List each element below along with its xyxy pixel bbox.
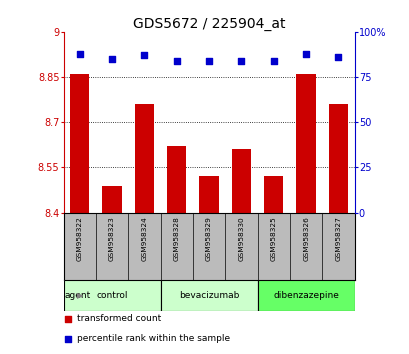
Text: GSM958324: GSM958324	[141, 216, 147, 261]
Text: GSM958330: GSM958330	[238, 216, 244, 261]
Point	[76, 51, 83, 56]
Point	[270, 58, 276, 64]
Bar	[63, 280, 160, 311]
Point	[173, 58, 180, 64]
Text: GSM958325: GSM958325	[270, 216, 276, 261]
Text: dibenzazepine: dibenzazepine	[272, 291, 338, 300]
Bar	[166, 146, 186, 213]
Text: percentile rank within the sample: percentile rank within the sample	[76, 335, 229, 343]
Bar	[70, 74, 89, 213]
Point	[335, 54, 341, 60]
Bar	[296, 74, 315, 213]
Text: GSM958322: GSM958322	[76, 216, 83, 261]
Bar	[263, 177, 283, 213]
Point	[65, 316, 71, 321]
Text: transformed count: transformed count	[76, 314, 160, 323]
Text: control: control	[96, 291, 128, 300]
Text: bevacizumab: bevacizumab	[178, 291, 239, 300]
Bar	[135, 104, 154, 213]
Bar	[231, 149, 251, 213]
Point	[205, 58, 212, 64]
Text: GSM958329: GSM958329	[206, 216, 211, 261]
Point	[108, 56, 115, 62]
Bar	[199, 177, 218, 213]
Text: agent: agent	[64, 291, 90, 300]
Text: GSM958328: GSM958328	[173, 216, 179, 261]
Point	[238, 58, 244, 64]
Text: ▶: ▶	[77, 291, 83, 300]
Point	[65, 336, 71, 342]
Point	[141, 52, 147, 58]
Bar	[102, 185, 121, 213]
Bar	[257, 280, 354, 311]
Title: GDS5672 / 225904_at: GDS5672 / 225904_at	[133, 17, 285, 31]
Bar	[160, 280, 257, 311]
Text: GSM958326: GSM958326	[302, 216, 308, 261]
Text: GSM958327: GSM958327	[335, 216, 341, 261]
Bar	[328, 104, 347, 213]
Text: GSM958323: GSM958323	[109, 216, 115, 261]
Point	[302, 51, 309, 56]
